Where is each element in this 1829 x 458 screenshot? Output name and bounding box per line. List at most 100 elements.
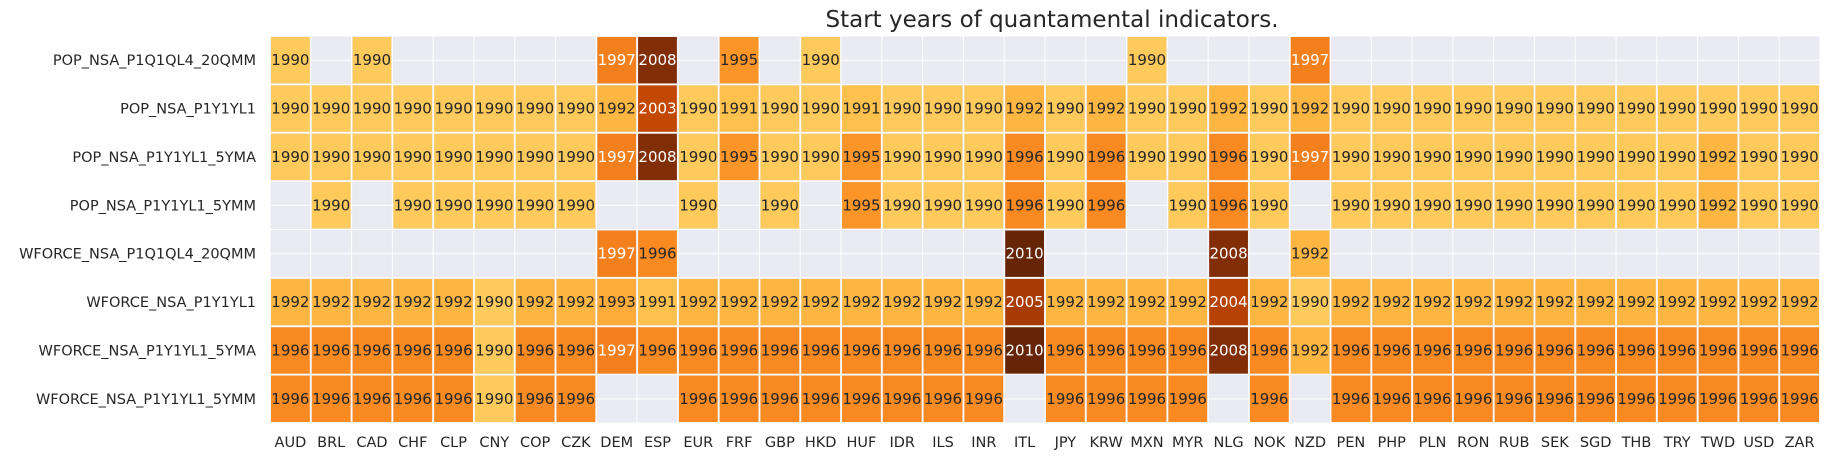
cell-value-label: 1996 xyxy=(924,390,962,408)
heatmap-cell xyxy=(352,327,392,374)
heatmap-cell xyxy=(271,327,310,374)
heatmap-cell xyxy=(719,375,759,422)
cell-value-label: 1996 xyxy=(1413,341,1451,359)
cell-value-label: 1990 xyxy=(557,148,595,166)
heatmap-cell xyxy=(1209,182,1248,229)
cell-value-label: 1996 xyxy=(394,341,432,359)
heatmap-cell xyxy=(964,182,1004,229)
heatmap-cell xyxy=(474,278,514,326)
cell-value-label: 1992 xyxy=(312,293,350,311)
heatmap-cell xyxy=(1535,327,1575,374)
heatmap-cell xyxy=(1372,182,1412,229)
row-label: WFORCE_NSA_P1Y1YL1_5YMA xyxy=(39,343,257,359)
cell-value-label: 1996 xyxy=(434,341,472,359)
heatmap-cell xyxy=(801,327,841,374)
cell-value-label: 1990 xyxy=(1046,148,1084,166)
heatmap-cell xyxy=(923,327,963,374)
column-label: MYR xyxy=(1172,435,1203,451)
heatmap-cell xyxy=(556,85,596,132)
cell-value-label: 1990 xyxy=(1250,148,1288,166)
heatmap-cell xyxy=(842,85,881,132)
heatmap-cell xyxy=(1372,375,1412,422)
heatmap-cell xyxy=(597,278,637,326)
cell-value-label: 1992 xyxy=(842,293,880,311)
cell-value-label: 1990 xyxy=(1658,196,1696,214)
heatmap-cell xyxy=(474,375,514,422)
heatmap-cell xyxy=(1331,85,1371,132)
cell-value-label: 1990 xyxy=(1617,148,1655,166)
heatmap-cell xyxy=(923,182,963,229)
heatmap-cell xyxy=(1086,278,1126,326)
heatmap-cell xyxy=(1413,182,1452,229)
row-label: POP_NSA_P1Y1YL1 xyxy=(120,102,256,118)
heatmap-cell xyxy=(271,133,310,181)
heatmap-cell xyxy=(923,278,963,326)
column-label: TWD xyxy=(1700,435,1735,451)
heatmap-cell xyxy=(352,85,392,132)
heatmap-cell xyxy=(1780,327,1819,374)
heatmap-cell xyxy=(1005,182,1044,229)
column-labels: AUD BRL CAD CHF CLP CNY COP CZK DEM ESP EUR FRF GBP H… xyxy=(275,435,1815,451)
row-label: POP_NSA_P1Q1QL4_20QMM xyxy=(53,53,256,69)
heatmap-cell xyxy=(1046,375,1085,422)
cell-value-label: 1996 xyxy=(1740,341,1778,359)
heatmap-cell xyxy=(311,278,351,326)
row-label: WFORCE_NSA_P1Q1QL4_20QMM xyxy=(19,247,256,263)
cell-value-label: 1990 xyxy=(1413,196,1451,214)
heatmap-cell xyxy=(1576,85,1616,132)
heatmap-cell xyxy=(1209,133,1248,181)
heatmap-cell xyxy=(1739,375,1779,422)
heatmap-cell xyxy=(474,85,514,132)
heatmap-cell xyxy=(1494,375,1534,422)
cell-value-label: 1990 xyxy=(1617,100,1655,118)
heatmap-cell xyxy=(1617,327,1656,374)
cell-value-label: 1992 xyxy=(1699,148,1737,166)
cell-value-label: 2008 xyxy=(1209,341,1247,359)
cell-value-label: 1996 xyxy=(557,341,595,359)
cell-value-label: 1996 xyxy=(1209,148,1247,166)
cell-value-label: 1991 xyxy=(638,293,676,311)
heatmap-cell xyxy=(1698,133,1738,181)
column-label: USD xyxy=(1743,435,1774,451)
cell-value-label: 1996 xyxy=(638,341,676,359)
heatmap-cell xyxy=(842,327,881,374)
heatmap-cell xyxy=(1005,278,1044,326)
heatmap-cell xyxy=(1657,85,1697,132)
column-label: GBP xyxy=(765,435,795,451)
heatmap-cell xyxy=(556,182,596,229)
heatmap-cell xyxy=(1168,133,1208,181)
heatmap-cell xyxy=(271,37,310,84)
heatmap-cell xyxy=(1249,375,1289,422)
cell-value-label: 1992 xyxy=(720,293,758,311)
cell-value-label: 1992 xyxy=(516,293,554,311)
heatmap-cell xyxy=(597,327,637,374)
heatmap-cell xyxy=(352,37,392,84)
cell-value-label: 1996 xyxy=(1169,390,1207,408)
column-label: ITL xyxy=(1014,435,1035,451)
heatmap-cell xyxy=(1535,133,1575,181)
heatmap-cell xyxy=(1127,37,1167,84)
cell-value-label: 1990 xyxy=(1536,100,1574,118)
heatmap-cell xyxy=(1780,85,1819,132)
heatmap-cell xyxy=(923,133,963,181)
cell-value-label: 1991 xyxy=(842,100,880,118)
cell-value-label: 1996 xyxy=(1577,341,1615,359)
heatmap-cell xyxy=(515,278,555,326)
column-label: RUB xyxy=(1499,435,1530,451)
heatmap-cell xyxy=(556,375,596,422)
cell-value-label: 1990 xyxy=(679,148,717,166)
cell-value-label: 1996 xyxy=(516,341,554,359)
cell-value-label: 1996 xyxy=(312,390,350,408)
cell-value-label: 1992 xyxy=(802,293,840,311)
heatmap-cell xyxy=(801,278,841,326)
heatmap-cell xyxy=(515,182,555,229)
heatmap-cell xyxy=(882,182,922,229)
heatmap-cell xyxy=(1046,182,1085,229)
heatmap-cell xyxy=(1168,182,1208,229)
cell-value-label: 1996 xyxy=(1250,390,1288,408)
column-label: INR xyxy=(971,435,996,451)
cell-value-label: 1997 xyxy=(598,245,636,263)
cell-value-label: 1990 xyxy=(883,148,921,166)
cell-value-label: 1992 xyxy=(1617,293,1655,311)
heatmap-cell xyxy=(964,327,1004,374)
